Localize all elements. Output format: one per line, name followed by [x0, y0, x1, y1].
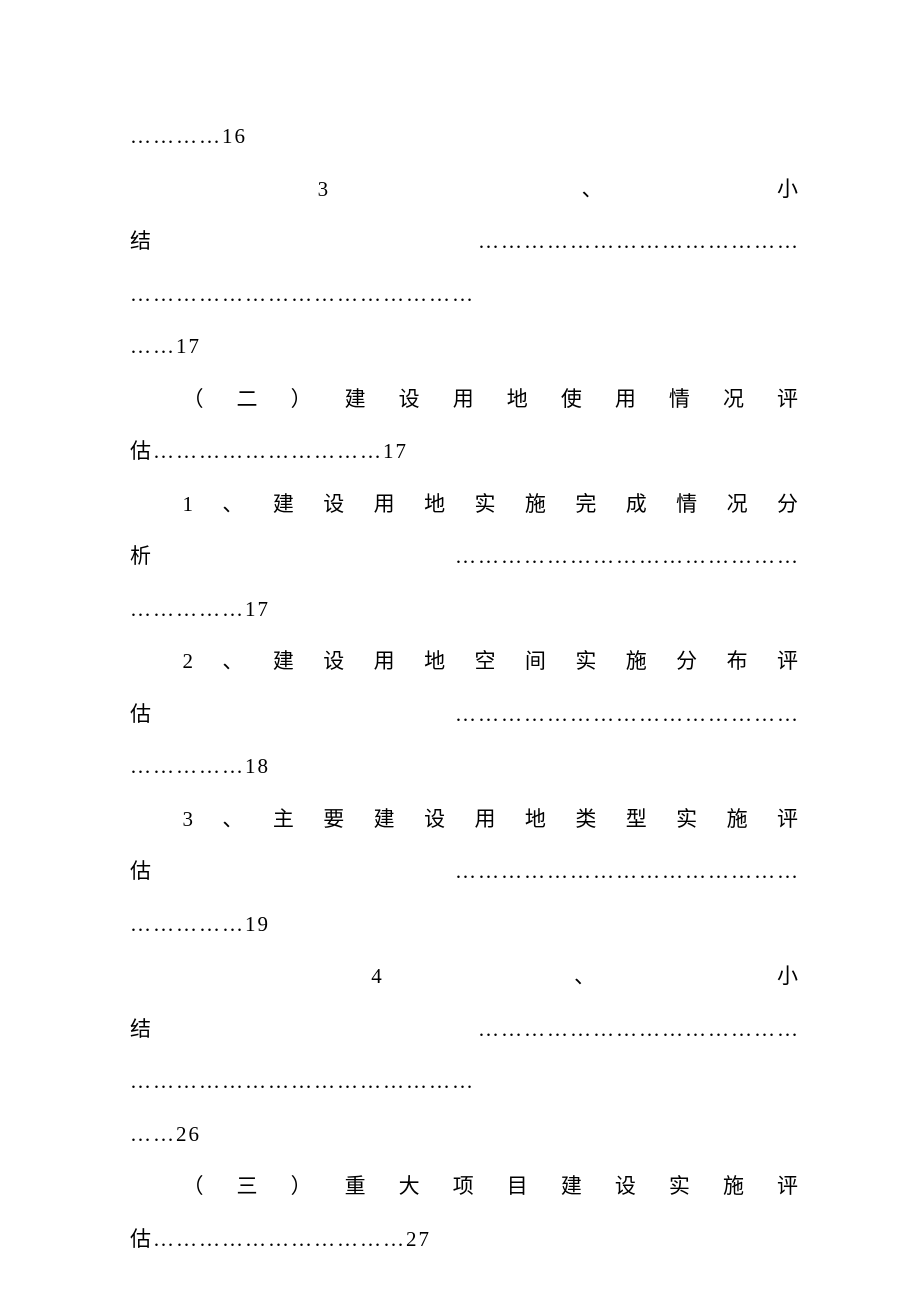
toc-line: 1、建设用地实施完成情况分 — [130, 478, 800, 531]
toc-line: ……………17 — [130, 583, 800, 636]
toc-line: 3、主要建设用地类型实施评 — [130, 793, 800, 846]
toc-line: ……26 — [130, 1108, 800, 1161]
toc-content: …………163 、 小结 ………………………………………………………………………… — [130, 110, 800, 1265]
toc-line: 估 ……………………………………… — [130, 845, 800, 898]
toc-line: ……………18 — [130, 740, 800, 793]
toc-line: …………16 — [130, 110, 800, 163]
toc-line: 估…………………………17 — [130, 425, 800, 478]
toc-line: 结 …………………………………… — [130, 215, 800, 268]
toc-line: ……………………………………… — [130, 268, 800, 321]
toc-line: （三）重大项目建设实施评 — [130, 1160, 800, 1213]
toc-line: 结 …………………………………… — [130, 1003, 800, 1056]
toc-line: 2、建设用地空间实施分布评 — [130, 635, 800, 688]
toc-line: 3 、 小 — [130, 163, 800, 216]
toc-line: ……17 — [130, 320, 800, 373]
toc-line: ……………19 — [130, 898, 800, 951]
toc-line: 4 、 小 — [130, 950, 800, 1003]
toc-line: ……………………………………… — [130, 1055, 800, 1108]
toc-line: （二）建设用地使用情况评 — [130, 373, 800, 426]
toc-line: 估……………………………27 — [130, 1213, 800, 1266]
toc-line: 析 ……………………………………… — [130, 530, 800, 583]
toc-line: 估 ……………………………………… — [130, 688, 800, 741]
